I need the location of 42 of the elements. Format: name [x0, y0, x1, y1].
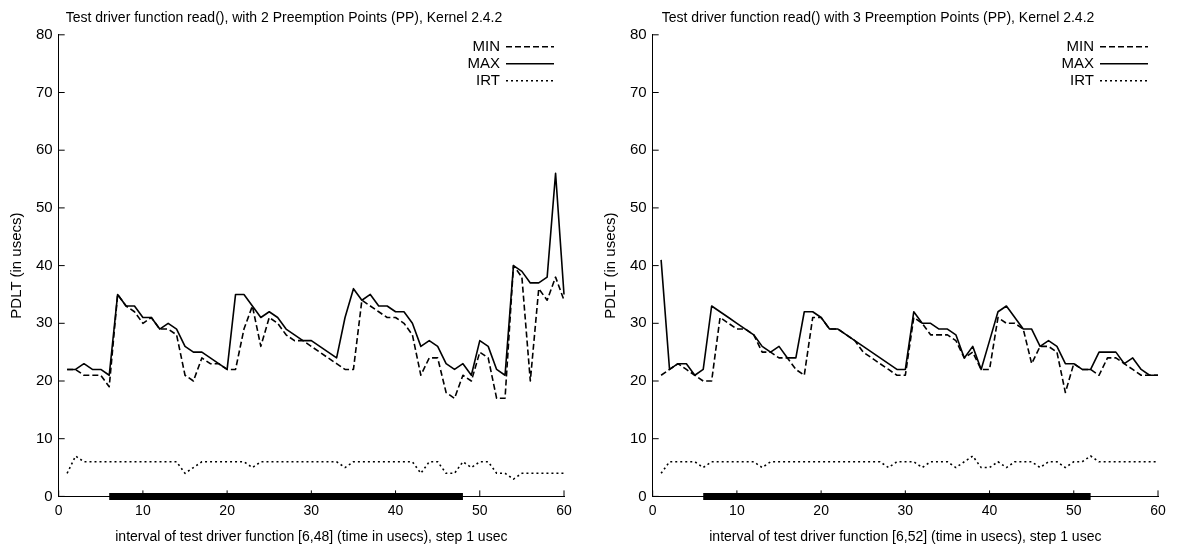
y-tick-label: 20: [630, 371, 647, 389]
chart-title: Test driver function read(), with 2 Preemption Points (PP), Kernel 2.4.2: [65, 9, 503, 26]
y-tick-label: 40: [630, 255, 647, 273]
y-tick-label: 0: [638, 486, 647, 504]
y-tick-label: 40: [36, 255, 53, 273]
chart-title: Test driver function read() with 3 Preemption Points (PP), Kernel 2.4.2: [661, 9, 1095, 26]
y-axis-title: PDLT (in usecs): [7, 212, 25, 319]
y-tick-label: 20: [36, 371, 53, 389]
x-tick-label: 10: [135, 501, 151, 518]
x-tick-label: 50: [1065, 501, 1082, 518]
y-tick-label: 70: [36, 82, 53, 100]
x-axis-title: interval of test driver function [6,48] (time in usecs), step 1 usec: [115, 528, 508, 545]
legend-label: MIN: [472, 36, 500, 54]
legend-label: MAX: [1061, 53, 1094, 71]
y-tick-label: 80: [630, 24, 647, 42]
x-tick-label: 60: [1150, 501, 1166, 518]
x-axis-title: interval of test driver function [6,52] (time in usecs), step 1 usec: [709, 528, 1102, 545]
y-tick-label: 60: [36, 140, 53, 158]
legend-label: MIN: [1066, 36, 1094, 54]
x-tick-label: 40: [387, 501, 404, 518]
x-tick-label: 30: [897, 501, 914, 518]
legend-label: IRT: [476, 70, 500, 88]
y-tick-label: 80: [36, 24, 53, 42]
y-tick-label: 0: [44, 486, 53, 504]
x-tick-label: 60: [556, 501, 572, 518]
y-tick-label: 10: [36, 428, 53, 446]
y-tick-label: 60: [630, 140, 647, 158]
x-tick-label: 30: [303, 501, 320, 518]
y-tick-label: 70: [630, 82, 647, 100]
y-tick-label: 30: [36, 313, 53, 331]
x-tick-label: 50: [471, 501, 488, 518]
legend-label: IRT: [1070, 70, 1094, 88]
x-tick-label: 40: [981, 501, 998, 518]
x-tick-label: 20: [219, 501, 236, 518]
x-tick-label: 20: [813, 501, 830, 518]
y-axis-title: PDLT (in usecs): [601, 212, 619, 319]
y-tick-label: 50: [36, 198, 53, 216]
y-tick-label: 30: [630, 313, 647, 331]
legend-label: MAX: [467, 53, 500, 71]
x-tick-label: 10: [729, 501, 745, 518]
y-tick-label: 10: [630, 428, 647, 446]
y-tick-label: 50: [630, 198, 647, 216]
